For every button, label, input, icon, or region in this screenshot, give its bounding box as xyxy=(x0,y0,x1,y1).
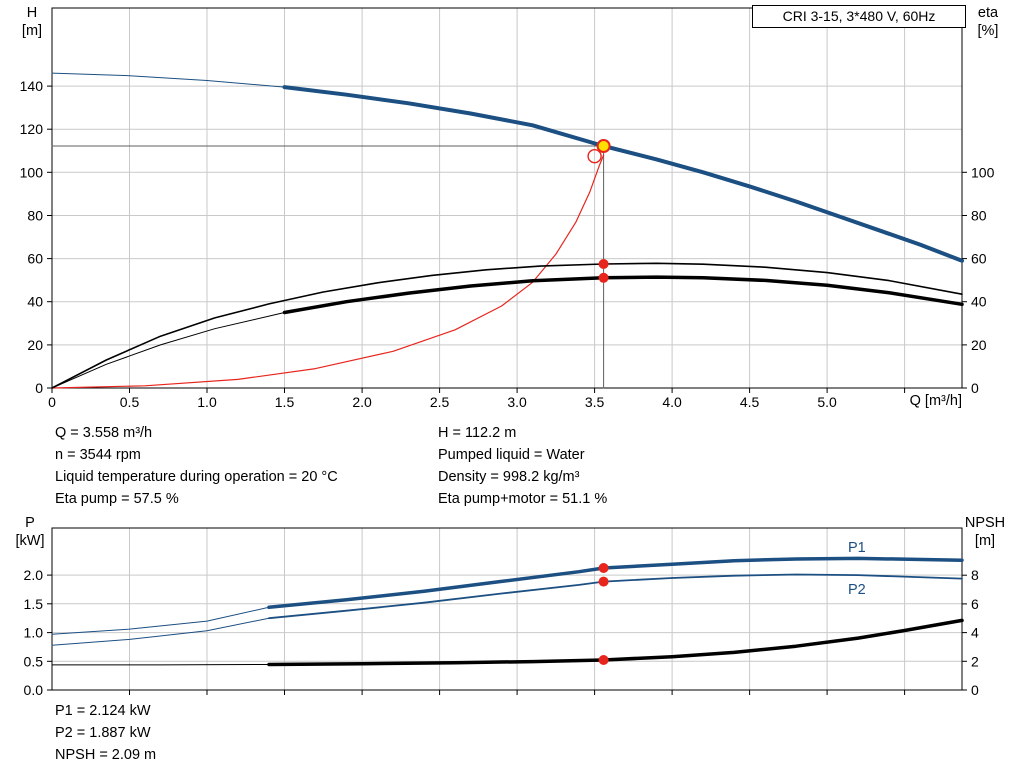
x-tick-label: 5.0 xyxy=(817,394,837,410)
y-right-tick-label: 0 xyxy=(971,682,979,698)
duty-point-marker[interactable] xyxy=(596,139,611,153)
p2-curve-label: P2 xyxy=(848,582,866,598)
qh-eta-chart[interactable]: 0 0.5 1.0 1.5 2.0 2.5 3.0 3.5 4.0 4.5 5.0 0 20 40 60 80… xyxy=(0,0,1024,414)
duty-info-right-column: H = 112.2 m Pumped liquid = Water Densit… xyxy=(438,422,607,510)
npsh-marker xyxy=(598,655,609,665)
curve-npsh[interactable] xyxy=(267,618,964,667)
y-left-tick-label: 140 xyxy=(20,78,44,94)
h-axis-corner-label: H [m] xyxy=(12,4,52,40)
y-right-tick-label: 6 xyxy=(971,596,979,612)
p2-marker xyxy=(598,576,609,587)
curve-eta-pump[interactable] xyxy=(51,262,963,389)
info-flow: Q = 3.558 m³/h xyxy=(55,425,153,441)
y-right-tick-label: 80 xyxy=(971,208,987,224)
info-p2: P2 = 1.887 kW xyxy=(55,725,151,741)
curve-p1-lead xyxy=(51,606,270,635)
npsh-axis-corner-label: NPSH [m] xyxy=(952,514,1018,550)
y-right-tick-label: 40 xyxy=(971,294,987,310)
info-head: H = 112.2 m xyxy=(438,425,517,441)
eta-axis-symbol: eta xyxy=(977,5,999,21)
power-npsh-chart[interactable]: 0.0 0.5 1.0 1.5 2.0 0 2 4 6 8 xyxy=(0,518,1024,698)
plot-frame xyxy=(51,527,963,691)
info-eta-pump-motor: Eta pump+motor = 51.1 % xyxy=(438,491,608,507)
curve-system-curve-red xyxy=(51,154,605,389)
npsh-axis-unit: [m] xyxy=(974,533,996,549)
eta-pump-motor-marker xyxy=(598,272,609,283)
info-p1: P1 = 2.124 kW xyxy=(55,703,151,719)
y-left-tick-label: 0.0 xyxy=(24,682,44,698)
y-right-tick-label: 20 xyxy=(971,337,987,353)
x-tick-label: 3.0 xyxy=(507,394,527,410)
y-left-tick-label: 0.5 xyxy=(24,653,44,669)
p-axis-symbol: P xyxy=(25,515,35,531)
info-liquid-temperature: Liquid temperature during operation = 20… xyxy=(55,469,338,485)
info-npsh: NPSH = 2.09 m xyxy=(55,747,157,763)
y-left-tick-label: 20 xyxy=(27,337,43,353)
h-axis-symbol: H xyxy=(26,5,38,21)
y-left-tick-label: 2.0 xyxy=(24,567,44,583)
y-left-tick-label: 1.5 xyxy=(24,596,44,612)
y-right-tick-label: 4 xyxy=(971,625,979,641)
p1-curve-label: P1 xyxy=(848,540,866,556)
h-axis-unit: [m] xyxy=(21,23,43,39)
y-left-tick-label: 120 xyxy=(20,121,44,137)
x-tick-label: 4.5 xyxy=(740,394,760,410)
y-right-tick-label: 8 xyxy=(971,567,979,583)
p1-marker xyxy=(598,563,609,573)
p-axis-corner-label: P [kW] xyxy=(8,514,52,550)
y-left-tick-label: 0 xyxy=(35,380,43,396)
info-eta-pump: Eta pump = 57.5 % xyxy=(55,491,179,507)
y-left-tick-label: 100 xyxy=(20,164,44,180)
y-right-tick-label: 2 xyxy=(971,653,979,669)
x-tick-label: 2.5 xyxy=(430,394,450,410)
npsh-axis-symbol: NPSH xyxy=(964,515,1006,531)
x-tick-label: 2.0 xyxy=(352,394,372,410)
info-speed: n = 3544 rpm xyxy=(55,447,141,463)
curve-eta-pump-motor-lead xyxy=(51,312,285,389)
y-left-tick-label: 60 xyxy=(27,251,43,267)
curve-eta-pump-motor[interactable] xyxy=(282,275,964,315)
x-tick-label: 0.5 xyxy=(120,394,140,410)
info-density: Density = 998.2 kg/m³ xyxy=(438,469,580,485)
x-tick-label: 1.0 xyxy=(197,394,217,410)
curve-hq-lead xyxy=(51,72,285,88)
plot-frame xyxy=(51,7,963,389)
x-tick-label: 4.0 xyxy=(662,394,682,410)
curve-hq-main[interactable] xyxy=(282,85,964,263)
eta-pump-marker xyxy=(598,259,609,269)
y-right-tick-label: 100 xyxy=(971,164,995,180)
power-npsh-info: P1 = 2.124 kW P2 = 1.887 kW NPSH = 2.09 … xyxy=(55,700,156,766)
x-tick-label: 3.5 xyxy=(585,394,605,410)
curve-p2-lead xyxy=(51,617,270,646)
x-tick-label: 1.5 xyxy=(275,394,295,410)
y-left-tick-label: 1.0 xyxy=(24,625,44,641)
eta-axis-unit: [%] xyxy=(977,23,999,39)
pump-model-label: CRI 3-15, 3*480 V, 60Hz xyxy=(752,5,966,28)
duty-info-left-column: Q = 3.558 m³/h n = 3544 rpm Liquid tempe… xyxy=(55,422,338,510)
y-left-tick-label: 80 xyxy=(27,208,43,224)
system-point-marker xyxy=(587,148,602,164)
y-right-tick-label: 0 xyxy=(971,380,979,396)
x-tick-label: 0 xyxy=(48,394,56,410)
p-axis-unit: [kW] xyxy=(15,533,45,549)
eta-axis-corner-label: eta [%] xyxy=(962,4,1014,40)
y-right-tick-label: 60 xyxy=(971,251,987,267)
info-pumped-liquid: Pumped liquid = Water xyxy=(438,447,585,463)
y-left-tick-label: 40 xyxy=(27,294,43,310)
q-axis-label: Q [m³/h] xyxy=(909,393,962,409)
